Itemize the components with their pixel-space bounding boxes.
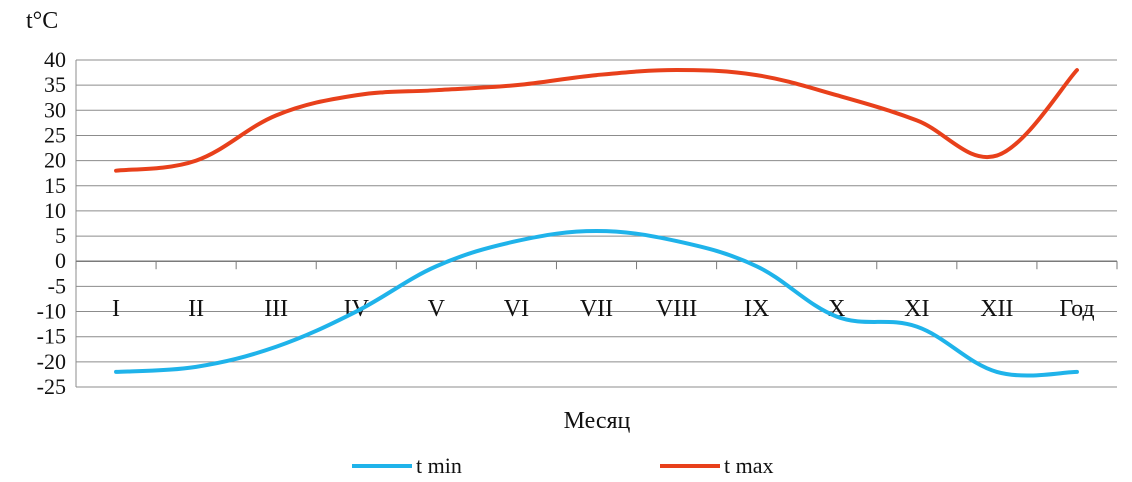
data-point — [836, 94, 838, 96]
y-tick-label: -5 — [48, 273, 66, 298]
y-tick-label: -25 — [37, 374, 66, 399]
x-axis — [75, 260, 1118, 270]
grid-lines — [75, 59, 1117, 388]
data-point — [596, 74, 597, 76]
data-point — [996, 155, 998, 157]
data-point — [115, 371, 117, 373]
y-tick-label: -15 — [37, 324, 66, 349]
y-tick-label: 20 — [44, 148, 66, 173]
data-point — [195, 366, 197, 368]
x-tick-label: VI — [504, 296, 529, 322]
data-point — [195, 160, 197, 162]
y-tick-label: 30 — [44, 97, 66, 122]
data-point — [916, 119, 918, 121]
data-point — [515, 84, 517, 86]
x-tick-label: I — [112, 296, 120, 322]
x-tick-label: III — [264, 296, 288, 322]
y-tick-label: 40 — [44, 47, 66, 72]
data-point — [676, 69, 678, 71]
legend-label: t min — [416, 453, 462, 478]
data-point — [355, 311, 357, 313]
series-lines — [114, 68, 1079, 378]
data-point — [676, 240, 678, 242]
y-axis-label: t°C — [26, 8, 58, 34]
x-tick-label: VIII — [656, 296, 697, 322]
x-tick-label: XI — [904, 296, 929, 322]
data-point — [275, 346, 277, 348]
y-tick-label: -10 — [37, 299, 66, 324]
x-tick-label: IX — [744, 296, 769, 322]
x-tick-label: XII — [980, 296, 1013, 322]
y-tick-label: 5 — [55, 223, 66, 248]
y-tick-label: 0 — [55, 248, 66, 273]
data-point — [836, 316, 838, 318]
data-point — [1076, 69, 1078, 71]
data-point — [1076, 371, 1078, 373]
data-point — [756, 74, 758, 76]
x-tick-label: Год — [1059, 296, 1094, 322]
x-tick-labels: I II III IV V VI VII VIII IX X XI XII Год — [112, 296, 1095, 322]
y-tick-label: 35 — [44, 72, 66, 97]
data-point — [756, 265, 758, 267]
data-point — [115, 170, 117, 172]
data-point — [916, 326, 918, 328]
data-point — [596, 230, 597, 232]
data-point — [275, 114, 277, 116]
data-point — [435, 265, 437, 267]
x-tick-label: VII — [580, 296, 613, 322]
y-tick-label: 15 — [44, 173, 66, 198]
data-point — [435, 89, 437, 91]
x-tick-label: II — [188, 296, 204, 322]
legend-label: t max — [724, 453, 774, 478]
y-tick-label: 10 — [44, 198, 66, 223]
x-tick-label: V — [428, 296, 446, 322]
x-axis-label: Месяц — [564, 408, 631, 434]
legend: t min t max — [352, 453, 774, 478]
y-tick-label: -20 — [37, 349, 66, 374]
data-point — [515, 240, 517, 242]
data-point — [996, 371, 998, 373]
data-point — [355, 94, 357, 96]
y-tick-label: 25 — [44, 122, 66, 147]
